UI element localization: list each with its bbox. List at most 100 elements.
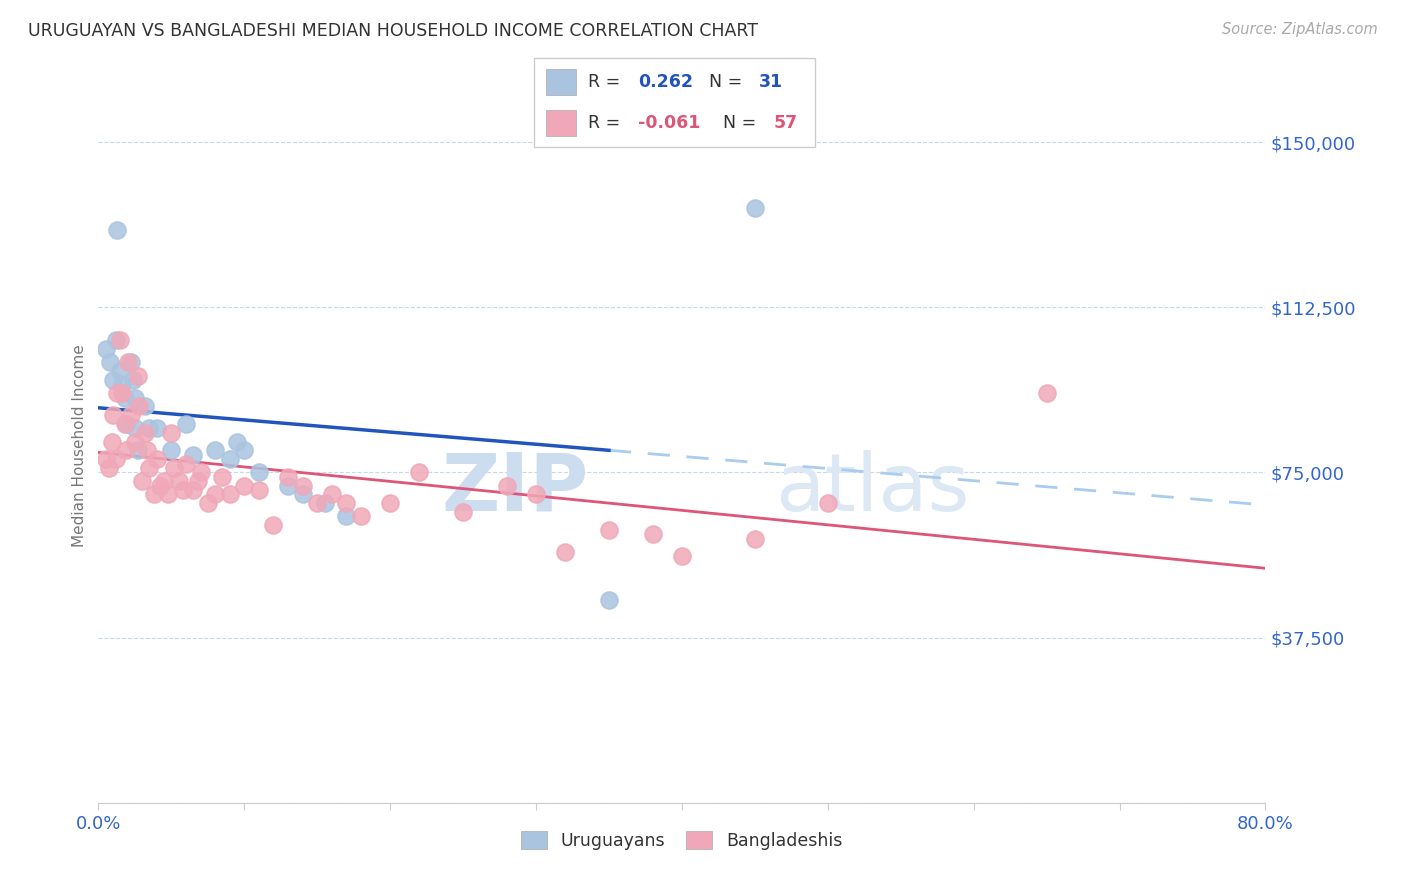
Point (111, 377, 134, 392)
Point (117, 355, 139, 369)
Point (101, 408, 124, 422)
Point (307, 496, 329, 510)
Point (122, 373, 145, 387)
Point (134, 425, 156, 440)
FancyBboxPatch shape (546, 69, 576, 95)
Point (671, 549, 693, 563)
Point (127, 443, 149, 458)
Point (114, 417, 136, 431)
Point (138, 461, 160, 475)
Text: R =: R = (588, 114, 626, 132)
Point (104, 452, 127, 467)
Point (114, 391, 136, 405)
Point (187, 475, 209, 489)
Point (277, 470, 299, 484)
Text: 31: 31 (759, 73, 783, 91)
Point (115, 417, 138, 431)
Point (817, 496, 839, 510)
Point (172, 483, 194, 497)
Point (335, 496, 357, 510)
Point (233, 443, 256, 458)
Point (97, 461, 120, 475)
Text: ZIP: ZIP (441, 450, 589, 528)
Point (104, 333, 127, 347)
FancyBboxPatch shape (546, 110, 576, 136)
Point (335, 509, 357, 524)
Point (94, 342, 117, 356)
Point (181, 483, 204, 497)
Point (124, 421, 146, 435)
Point (218, 452, 240, 467)
Text: Source: ZipAtlas.com: Source: ZipAtlas.com (1222, 22, 1378, 37)
Point (110, 364, 132, 378)
Point (262, 518, 284, 533)
Point (641, 527, 664, 541)
Text: -0.061: -0.061 (638, 114, 700, 132)
Point (247, 466, 270, 480)
Point (134, 400, 156, 414)
Point (174, 457, 197, 471)
Point (314, 496, 336, 510)
Point (127, 368, 149, 383)
Point (554, 545, 576, 559)
Point (174, 417, 197, 431)
Point (291, 487, 314, 501)
Point (98, 355, 121, 369)
Point (744, 201, 766, 215)
Point (100, 434, 122, 449)
Point (135, 443, 157, 458)
Point (524, 487, 547, 501)
Point (128, 400, 150, 414)
Point (211, 470, 233, 484)
Point (291, 478, 314, 492)
Point (233, 478, 256, 492)
Point (124, 434, 146, 449)
Point (181, 448, 204, 462)
Point (146, 452, 169, 467)
Point (197, 496, 219, 510)
Point (204, 443, 226, 458)
Point (496, 478, 519, 492)
Point (146, 421, 169, 435)
Point (153, 475, 176, 489)
Point (111, 386, 134, 401)
Text: N =: N = (709, 73, 748, 91)
Point (204, 487, 226, 501)
Point (149, 478, 172, 492)
Point (408, 466, 430, 480)
Text: atlas: atlas (775, 450, 970, 528)
Point (744, 532, 766, 546)
Point (451, 505, 474, 519)
Point (110, 333, 132, 347)
Point (167, 475, 190, 489)
Point (247, 483, 270, 497)
Point (380, 496, 402, 510)
Text: N =: N = (723, 114, 762, 132)
Point (598, 523, 620, 537)
Point (160, 425, 183, 440)
Point (277, 478, 299, 492)
Point (105, 223, 128, 237)
Point (105, 386, 128, 401)
Point (190, 466, 212, 480)
Point (321, 487, 343, 501)
Point (218, 487, 240, 501)
Text: 57: 57 (773, 114, 797, 132)
Point (115, 443, 138, 458)
Point (131, 475, 153, 489)
Point (142, 487, 165, 501)
Point (124, 391, 146, 405)
Y-axis label: Median Household Income: Median Household Income (72, 344, 87, 548)
Point (101, 373, 124, 387)
FancyBboxPatch shape (534, 58, 815, 147)
Legend: Uruguayans, Bangladeshis: Uruguayans, Bangladeshis (512, 822, 852, 858)
Point (120, 408, 142, 422)
Text: URUGUAYAN VS BANGLADESHI MEDIAN HOUSEHOLD INCOME CORRELATION CHART: URUGUAYAN VS BANGLADESHI MEDIAN HOUSEHOL… (28, 22, 758, 40)
Text: 0.262: 0.262 (638, 73, 693, 91)
Text: R =: R = (588, 73, 626, 91)
Point (157, 487, 180, 501)
Point (94, 452, 117, 467)
Point (350, 509, 373, 524)
Point (160, 443, 183, 458)
Point (226, 434, 249, 449)
